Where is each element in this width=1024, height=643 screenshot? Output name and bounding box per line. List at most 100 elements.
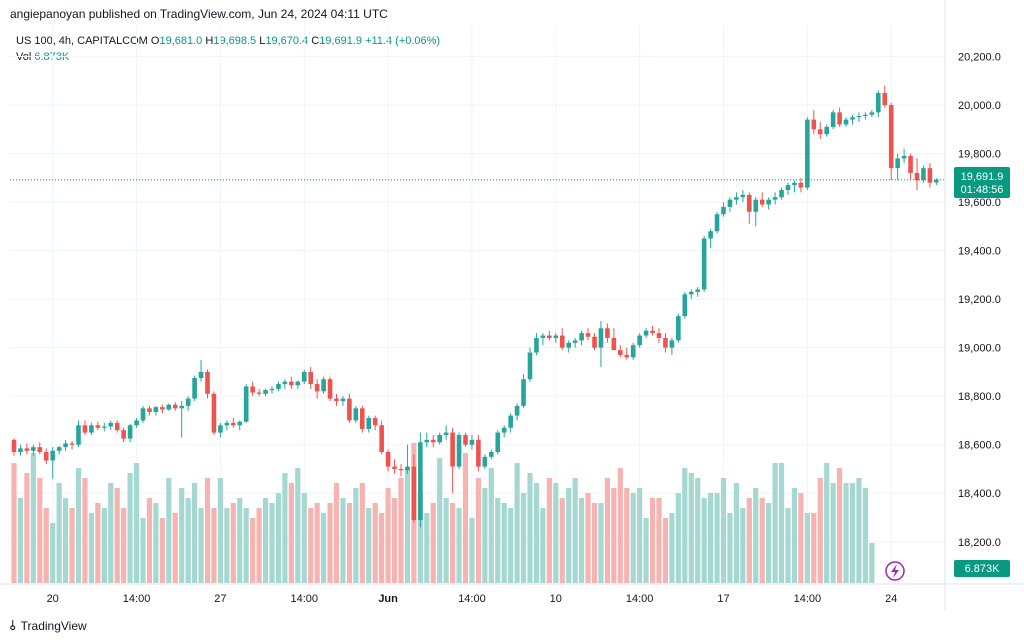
candle <box>366 415 372 433</box>
volume-bar <box>224 508 230 583</box>
candle <box>347 393 352 423</box>
candle <box>192 375 197 402</box>
volume-bar <box>88 513 94 583</box>
volume-bar <box>746 498 752 583</box>
candle <box>218 422 223 438</box>
candle <box>637 333 642 348</box>
candle <box>95 421 101 431</box>
candle <box>921 165 926 183</box>
volume-bar <box>159 518 165 583</box>
volume-bar <box>237 498 243 583</box>
volume-bar <box>282 473 288 583</box>
candle <box>824 124 829 137</box>
candle <box>527 347 533 382</box>
legend-high-value: 19,698.5 <box>213 35 257 47</box>
volume-bar <box>682 468 688 583</box>
volume-bar <box>275 493 282 583</box>
footer-brand[interactable]: TradingView <box>20 619 87 633</box>
candle <box>553 333 559 343</box>
volume-bar <box>359 483 365 583</box>
candle <box>308 367 313 389</box>
candle <box>443 425 449 440</box>
volume-bar <box>340 498 346 583</box>
candle <box>198 359 204 382</box>
legend-change: +11.4 (+0.06%) <box>365 35 441 47</box>
legend-symbol[interactable]: US 100, 4h, CAPITALCOM <box>16 35 148 47</box>
y-tick-label: 20,000.0 <box>958 100 1001 112</box>
volume-bar <box>327 503 333 583</box>
volume-bar <box>766 503 772 583</box>
y-tick-label: 19,600.0 <box>958 197 1001 209</box>
candle <box>334 393 339 406</box>
candle <box>379 420 384 455</box>
lightning-icon[interactable] <box>885 561 905 581</box>
candle <box>418 432 423 528</box>
candle <box>360 405 365 433</box>
volume-bar <box>662 518 669 583</box>
legend-low-value: 19,670.4 <box>265 35 309 47</box>
candle <box>82 420 88 436</box>
candle <box>76 420 81 448</box>
x-tick-label: 20 <box>47 593 59 605</box>
volume-bar <box>830 483 836 583</box>
candle <box>18 444 23 456</box>
volume-bar <box>172 513 178 583</box>
volume-bar <box>714 493 720 583</box>
volume-bar <box>637 488 643 583</box>
candle <box>160 404 165 414</box>
volume-bar <box>450 503 456 583</box>
volume-bar <box>598 503 604 583</box>
candle <box>901 148 907 164</box>
candle <box>850 114 855 125</box>
legend-row-ohlc: US 100, 4h, CAPITALCOM O19,681.0 H19,698… <box>16 33 440 49</box>
candle <box>121 427 126 443</box>
candle <box>185 396 191 411</box>
volume-bar <box>572 478 578 583</box>
candle <box>934 178 939 186</box>
candle <box>224 420 230 431</box>
volume-bar <box>288 483 294 583</box>
volume-bar <box>82 478 88 583</box>
volume-bar <box>482 488 488 583</box>
volume-bar <box>417 493 423 583</box>
candle <box>11 438 17 456</box>
price-axis: 20,200.0 20,000.0 19,800.0 19,600.0 19,400.0… <box>958 52 1001 549</box>
volume-bar <box>43 508 49 583</box>
candle <box>63 439 68 451</box>
candle <box>618 345 623 358</box>
volume-bar <box>24 473 30 583</box>
candle <box>721 202 726 217</box>
y-tick-label: 18,600.0 <box>958 440 1001 452</box>
candle <box>43 448 49 465</box>
candle <box>611 328 617 351</box>
candle <box>805 117 810 190</box>
volume-bar <box>424 513 430 583</box>
candle <box>250 381 255 397</box>
candle <box>714 211 720 234</box>
candle <box>256 388 262 397</box>
y-tick-label: 19,800.0 <box>958 149 1001 161</box>
volume-bar <box>675 493 681 583</box>
volume-bar <box>56 483 62 583</box>
candle <box>463 432 468 448</box>
candle <box>598 320 604 368</box>
x-tick-label: 14:00 <box>123 593 151 605</box>
candle <box>424 432 430 448</box>
candle <box>231 418 236 428</box>
volume-bar <box>817 478 823 583</box>
volume-bar <box>30 453 36 583</box>
candle <box>166 403 172 411</box>
legend-close-value: 19,691.9 <box>319 35 363 47</box>
candle <box>411 454 417 523</box>
candle <box>172 402 178 411</box>
volume-bar <box>649 498 656 583</box>
volume-bar <box>379 513 385 583</box>
volume-bar <box>533 483 540 583</box>
candle <box>676 313 681 343</box>
volume-bar <box>869 543 875 583</box>
candle <box>450 427 455 494</box>
x-tick-label: Jun <box>378 593 398 605</box>
candle <box>747 192 752 224</box>
volume-bar <box>114 488 120 583</box>
